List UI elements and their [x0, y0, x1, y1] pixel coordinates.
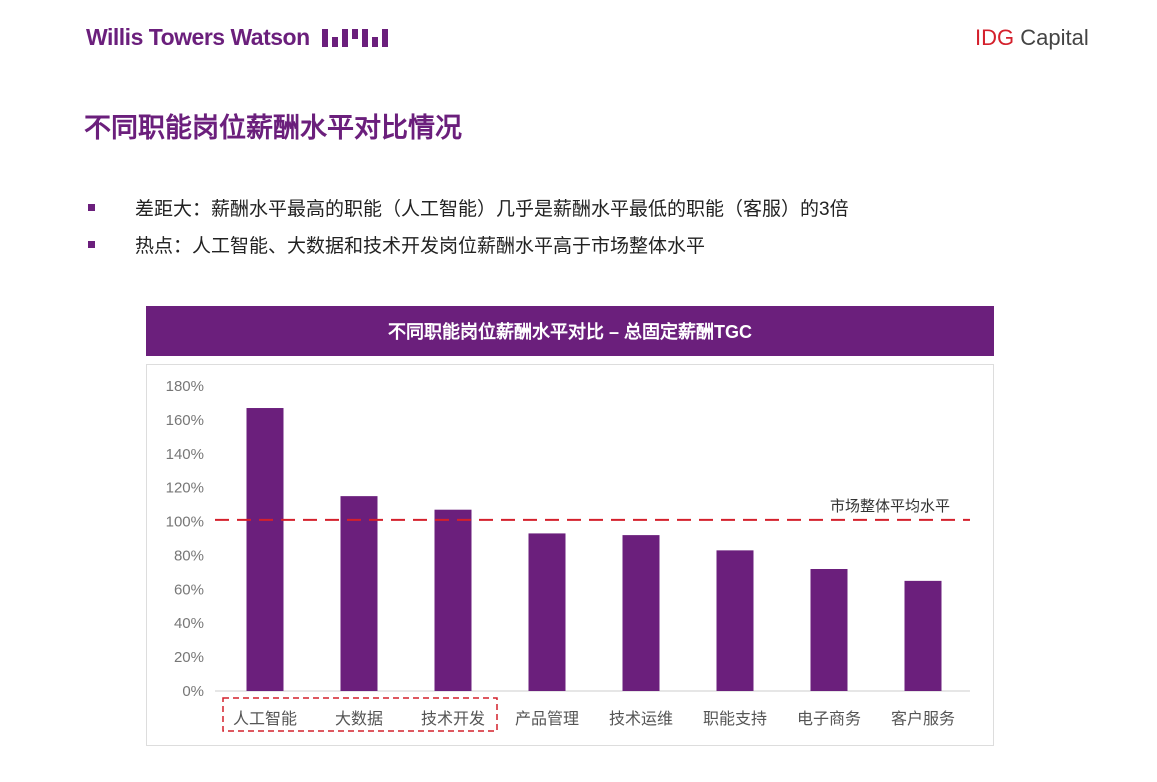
y-tick-label: 180%	[166, 378, 204, 395]
x-tick-label: 大数据	[335, 710, 383, 728]
bar-技术运维	[622, 535, 660, 691]
bullet-item: 热点：人工智能、大数据和技术开发岗位薪酬水平高于市场整体水平	[88, 231, 705, 258]
y-tick-label: 120%	[166, 480, 204, 497]
chart-title: 不同职能岗位薪酬水平对比 – 总固定薪酬TGC	[146, 306, 994, 356]
bar-职能支持	[716, 550, 754, 691]
willis-towers-watson-logo: Willis Towers Watson	[86, 24, 310, 50]
bar-技术开发	[434, 509, 472, 691]
y-tick-label: 80%	[174, 547, 204, 564]
highlight-box	[222, 697, 498, 732]
x-tick-label: 客户服务	[891, 710, 955, 728]
y-tick-label: 100%	[166, 514, 204, 531]
bar-客户服务	[904, 580, 942, 691]
x-tick-label: 技术开发	[421, 710, 485, 728]
page-title: 不同职能岗位薪酬水平对比情况	[84, 113, 462, 143]
y-tick-label: 0%	[182, 683, 204, 700]
bullet-item: 差距大：薪酬水平最高的职能（人工智能）几乎是薪酬水平最低的职能（客服）的3倍	[88, 194, 849, 221]
wtw-logo-mark-icon	[322, 29, 388, 47]
bar-产品管理	[528, 533, 566, 691]
bullet-text: 热点：人工智能、大数据和技术开发岗位薪酬水平高于市场整体水平	[135, 236, 706, 257]
y-tick-label: 20%	[174, 649, 204, 666]
bar-人工智能	[246, 408, 284, 691]
idg-capital-logo: IDG Capital	[975, 25, 1089, 51]
y-tick-label: 140%	[166, 446, 204, 463]
y-tick-label: 40%	[174, 615, 204, 632]
x-tick-label: 人工智能	[233, 710, 297, 728]
idg-logo-prefix: IDG	[975, 25, 1015, 50]
x-tick-label: 电子商务	[797, 710, 861, 728]
bullet-square-icon	[88, 241, 95, 248]
x-tick-label: 技术运维	[609, 710, 673, 728]
bullet-square-icon	[88, 204, 95, 211]
idg-logo-suffix: Capital	[1014, 25, 1089, 50]
bullet-text: 差距大：薪酬水平最高的职能（人工智能）几乎是薪酬水平最低的职能（客服）的3倍	[135, 199, 849, 220]
market-average-label: 市场整体平均水平	[830, 498, 950, 515]
bar-大数据	[340, 496, 378, 691]
y-tick-label: 60%	[174, 581, 204, 598]
chart-area	[146, 364, 994, 746]
x-tick-label: 产品管理	[515, 710, 579, 728]
y-tick-label: 160%	[166, 412, 204, 429]
bar-电子商务	[810, 569, 848, 691]
x-tick-label: 职能支持	[703, 710, 767, 728]
